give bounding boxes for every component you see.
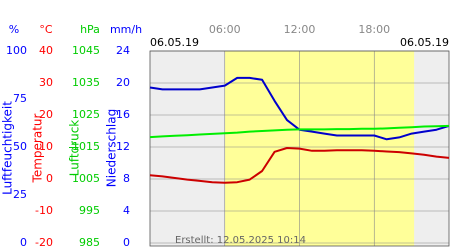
y-tick-label: 25: [13, 188, 27, 201]
y-tick-label: 40: [39, 44, 53, 57]
y-tick-label: 0: [123, 236, 130, 249]
plot-frame: [149, 50, 450, 247]
y-tick-label: 30: [39, 76, 53, 89]
axis-unit: °C: [39, 23, 53, 36]
y-tick-label: 0: [20, 236, 27, 249]
axis-title: Luftdruck: [68, 120, 82, 177]
y-tick-label: 20: [116, 76, 130, 89]
axis-unit: hPa: [80, 23, 100, 36]
axis-unit: %: [9, 23, 19, 36]
y-tick-label: 10: [39, 140, 53, 153]
y-tick-label: 1045: [72, 44, 100, 57]
date-left: 06.05.19: [150, 36, 199, 49]
y-tick-label: 1005: [72, 172, 100, 185]
y-tick-label: 1025: [72, 108, 100, 121]
axis-unit: mm/h: [110, 23, 142, 36]
series-line: [149, 124, 450, 139]
y-tick-label: 0: [46, 172, 53, 185]
axis-title: Luftfeuchtigkeit: [1, 101, 15, 195]
y-tick-label: 50: [13, 140, 27, 153]
x-tick-label: 06:00: [209, 23, 241, 36]
daylight: [224, 51, 415, 246]
date-right: 06.05.19: [400, 36, 449, 49]
y-tick-label: 16: [116, 108, 130, 121]
axis-title: Niederschlag: [105, 109, 119, 187]
y-tick-label: 1035: [72, 76, 100, 89]
y-tick-label: 75: [13, 92, 27, 105]
y-tick-label: 100: [6, 44, 27, 57]
x-tick-label: 12:00: [284, 23, 316, 36]
y-tick-label: 24: [116, 44, 130, 57]
y-tick-label: 995: [79, 204, 100, 217]
y-tick-label: 985: [79, 236, 100, 249]
series-line: [149, 147, 450, 184]
y-tick-label: -10: [35, 204, 53, 217]
y-tick-label: 8: [123, 172, 130, 185]
y-tick-label: 20: [39, 108, 53, 121]
axis-title: Temperatur: [31, 113, 45, 183]
y-tick-label: 1015: [72, 140, 100, 153]
y-tick-label: 12: [116, 140, 130, 153]
y-tick-label: 4: [123, 204, 130, 217]
x-tick-label: 18:00: [358, 23, 390, 36]
footer: Erstellt: 12.05.2025 10:14: [175, 235, 306, 246]
y-tick-label: -20: [35, 236, 53, 249]
